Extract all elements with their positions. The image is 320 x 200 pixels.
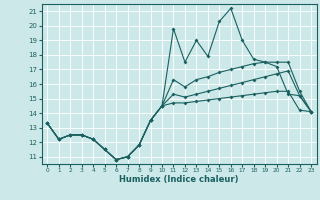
X-axis label: Humidex (Indice chaleur): Humidex (Indice chaleur)	[119, 175, 239, 184]
